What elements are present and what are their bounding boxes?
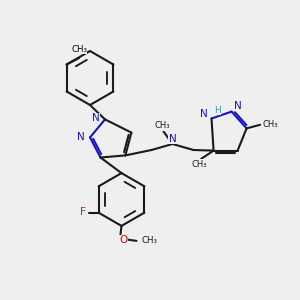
Text: N: N bbox=[92, 113, 100, 123]
Text: F: F bbox=[80, 207, 85, 217]
Text: CH₃: CH₃ bbox=[71, 45, 87, 54]
Text: CH₃: CH₃ bbox=[142, 236, 158, 245]
Text: O: O bbox=[119, 235, 128, 245]
Text: N: N bbox=[200, 109, 208, 119]
Text: CH₃: CH₃ bbox=[262, 120, 278, 129]
Text: N: N bbox=[234, 101, 242, 111]
Text: CH₃: CH₃ bbox=[192, 160, 207, 169]
Text: N: N bbox=[169, 134, 176, 144]
Text: CH₃: CH₃ bbox=[154, 122, 170, 130]
Text: N: N bbox=[77, 132, 85, 142]
Text: H: H bbox=[214, 106, 221, 115]
